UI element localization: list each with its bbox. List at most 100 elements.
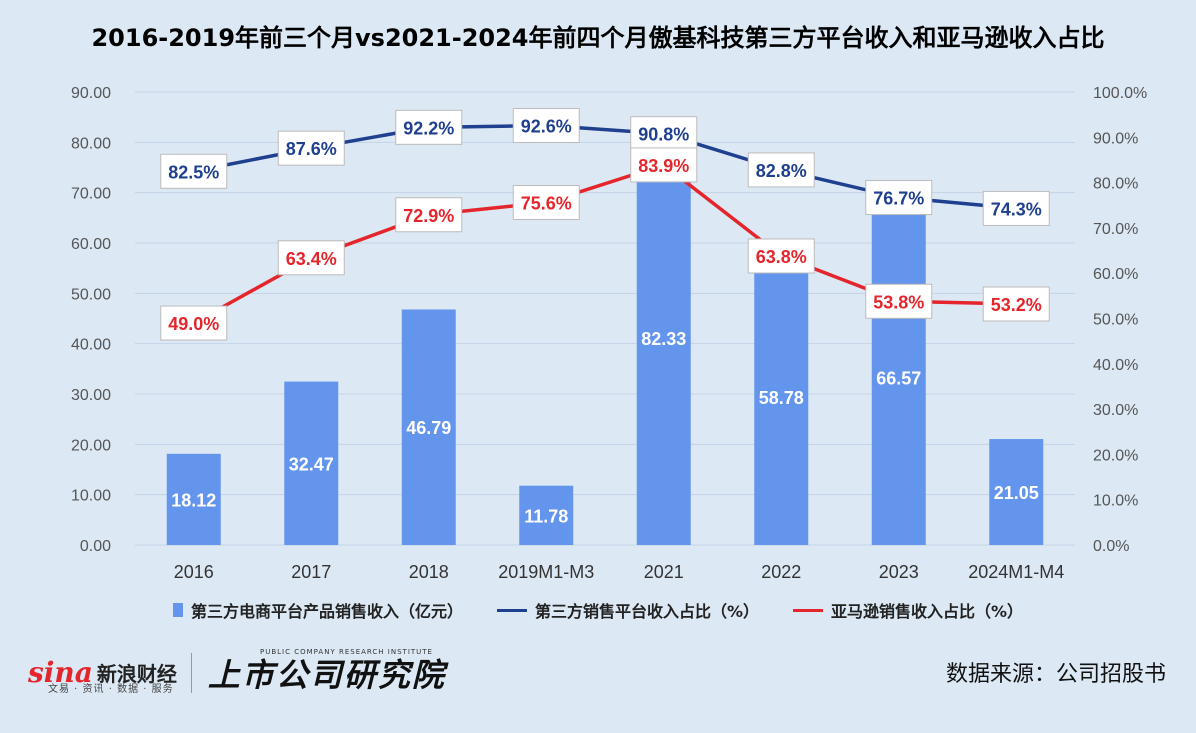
line-value-label: 82.5% [168,162,219,182]
sina-subtitle: 文易 · 资讯 · 数据 · 服务 [48,684,174,695]
left-tick-label: 20.00 [71,437,111,454]
institute-logo-text: 上市公司研究院 [207,655,446,694]
legend-label-red-line: 亚马逊销售收入占比（%） [831,602,1024,621]
legend-label-bar: 第三方电商平台产品销售收入（亿元） [190,602,463,621]
label-box [395,197,463,233]
legend-item-bar: 第三方电商平台产品销售收入（亿元） [172,598,463,622]
line-value-label: 74.3% [991,199,1042,219]
logo-divider [190,652,192,693]
line-value-label: 49.0% [168,314,219,334]
label-box [982,190,1050,226]
legend-swatch-blue-line [496,608,527,612]
bar [871,209,926,545]
institute-english-name: PUBLIC COMPANY RESEARCH INSTITUTE [260,648,433,656]
bar [166,453,221,545]
left-tick-label: 40.00 [71,337,111,354]
left-tick-label: 50.00 [71,286,111,303]
x-tick-label: 2022 [761,562,801,582]
x-tick-label: 2017 [291,562,331,582]
bar [754,249,809,545]
line-point-label: 75.6% [512,185,580,221]
legend-swatch-bar [172,603,183,617]
x-tick-label: 2016 [174,562,214,582]
line-value-label: 92.6% [521,117,572,137]
line-point-label: 82.5% [160,153,228,189]
line-value-label: 53.8% [873,292,924,312]
line-point-label: 49.0% [160,305,228,341]
right-tick-label: 10.0% [1093,493,1138,510]
label-box [160,153,228,189]
left-tick-label: 30.00 [71,387,111,404]
data-source-note: 数据来源：公司招股书 [945,662,1166,687]
bar [519,485,574,545]
line-point-label: 87.6% [277,130,345,166]
line-value-label: 72.9% [403,206,454,226]
right-tick-label: 80.0% [1093,176,1138,193]
line-labels: 82.5% 87.6% 92.2% 92.6% 90.8% 82.8% 76.7% 74.3%… [160,108,1050,341]
label-box [160,305,228,341]
bar-value-label: 11.78 [524,506,568,526]
x-tick-label: 2021 [644,562,684,582]
line-value-label: 82.8% [756,161,807,181]
line-point-label: 72.9% [395,197,463,233]
label-box [747,152,815,188]
x-tick-label: 2019M1-M3 [498,562,594,582]
footer-logos: sina 新浪财经 文易 · 资讯 · 数据 · 服务 上市公司研究院 PUBL… [28,648,446,695]
label-box [277,130,345,166]
line-point-label: 76.7% [865,180,933,216]
line-value-label: 63.8% [756,247,807,267]
left-tick-label: 80.00 [71,135,111,152]
bar-value-label: 58.78 [759,388,804,408]
bar-series [166,130,1044,546]
label-box [512,108,580,144]
label-box [630,147,698,183]
bar [636,130,691,546]
line-value-label: 83.9% [638,156,689,176]
bar-value-label: 82.33 [641,329,686,349]
right-tick-label: 50.0% [1093,312,1138,329]
bar-value-label: 46.79 [406,418,451,438]
line-point-label: 53.8% [865,283,933,319]
line-point-label: 92.6% [512,108,580,144]
legend-item-blue-line: 第三方销售平台收入占比（%） [496,598,759,622]
left-tick-label: 70.00 [71,186,111,203]
label-box [865,283,933,319]
left-tick-label: 90.00 [71,85,111,102]
line-value-label: 63.4% [286,249,337,269]
line-point-label: 63.4% [277,240,345,276]
left-tick-label: 0.00 [80,538,111,555]
left-axis: 0.00 10.00 20.00 30.00 40.00 50.00 60.00 70.00 8… [71,85,111,555]
bar-labels: 18.12 32.47 46.79 11.78 82.33 58.78 66.57 21.05 [171,329,1039,527]
right-tick-label: 60.0% [1093,266,1138,283]
line-value-label: 75.6% [521,194,572,214]
legend-item-red-line: 亚马逊销售收入占比（%） [793,598,1023,622]
sina-finance-logo-text: 新浪财经 [96,662,177,686]
right-tick-label: 70.0% [1093,221,1138,238]
line-value-label: 53.2% [991,295,1042,315]
right-tick-label: 90.0% [1093,130,1138,147]
bar-value-label: 32.47 [289,454,334,474]
label-box [395,109,463,145]
line-point-label: 83.9% [630,147,698,183]
line-point-label: 53.2% [982,286,1050,322]
legend-label-blue-line: 第三方销售平台收入占比（%） [534,602,759,621]
left-tick-label: 60.00 [71,236,111,253]
bar-value-label: 21.05 [994,483,1039,503]
line-value-label: 90.8% [638,125,689,145]
chart-title: 2016-2019年前三个月vs2021-2024年前四个月傲基科技第三方平台收… [91,24,1105,52]
line-value-label: 76.7% [873,189,924,209]
x-tick-label: 2023 [879,562,919,582]
label-box [982,286,1050,322]
label-box [747,238,815,274]
legend-swatch-red-line [793,608,823,612]
label-box [512,185,580,221]
right-tick-label: 20.0% [1093,447,1138,464]
line-point-label: 92.2% [395,109,463,145]
x-tick-label: 2018 [409,562,449,582]
gridlines [135,91,1075,546]
bar-value-label: 18.12 [171,490,216,510]
right-tick-label: 0.0% [1093,538,1129,555]
line-value-label: 87.6% [286,139,337,159]
